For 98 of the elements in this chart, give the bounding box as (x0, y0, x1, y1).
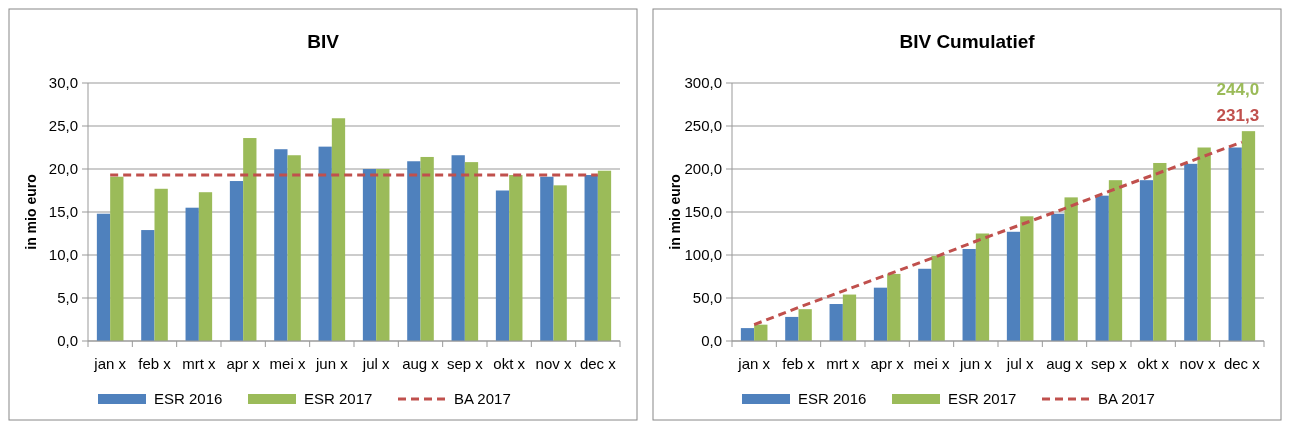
bar (584, 175, 598, 341)
legend-label: ESR 2017 (304, 390, 373, 408)
legend-label: BA 2017 (1098, 390, 1155, 408)
x-tick-label: dec x (1223, 355, 1261, 372)
bar (141, 230, 155, 341)
bar (1153, 162, 1167, 341)
y-tick-label: 20,0 (48, 160, 78, 178)
bar (451, 155, 465, 341)
x-tick-label: sep x (1090, 355, 1128, 372)
bar (975, 233, 990, 341)
x-tick-label: jun x (958, 355, 993, 372)
x-tick-label: apr x (870, 355, 905, 372)
legend-label: BA 2017 (454, 390, 511, 408)
bar (597, 170, 612, 341)
bar (1241, 131, 1256, 341)
x-tick-label: mei x (913, 355, 950, 372)
bar (331, 118, 346, 341)
x-tick-label: okt x (1137, 355, 1170, 372)
y-tick-label: 15,0 (48, 203, 78, 221)
y-tick-label: 300,0 (684, 74, 722, 92)
bar (362, 169, 377, 341)
y-tick-label: 0,0 (701, 332, 722, 350)
bar (376, 169, 390, 341)
bar (154, 188, 168, 341)
bar (229, 181, 244, 341)
legend-label: ESR 2016 (154, 390, 223, 408)
x-tick-label: apr x (226, 355, 261, 372)
data-label: 231,3 (1216, 106, 1260, 126)
line-series (752, 140, 1244, 327)
data-label: 244,0 (1216, 80, 1260, 100)
bar (110, 176, 124, 341)
bar (1006, 231, 1021, 341)
x-tick-label: feb x (138, 355, 172, 372)
bar (318, 146, 332, 341)
y-tick-label: 25,0 (48, 117, 78, 135)
x-tick-label: feb x (782, 355, 816, 372)
bar (1020, 216, 1034, 341)
chart-title: BIV Cumulatief (899, 31, 1036, 52)
bar (495, 190, 510, 341)
bar (1095, 195, 1109, 341)
y-tick-label: 200,0 (684, 160, 722, 178)
bar (420, 156, 434, 341)
bar (243, 138, 257, 341)
chart-title: BIV (307, 31, 340, 52)
bar (185, 207, 199, 341)
bar (1228, 147, 1242, 341)
y-tick-label: 100,0 (684, 246, 722, 264)
x-tick-label: mrt x (182, 355, 216, 372)
x-tick-label: mrt x (826, 355, 860, 372)
bar (274, 149, 288, 341)
bar (1064, 197, 1078, 341)
bar (509, 175, 523, 341)
x-tick-label: nov x (1179, 355, 1216, 372)
bar (962, 248, 976, 341)
y-tick-label: 250,0 (684, 117, 722, 135)
bar (1197, 147, 1211, 341)
bar (1108, 180, 1123, 341)
legend-label: ESR 2016 (798, 390, 867, 408)
bar (873, 287, 888, 341)
y-tick-label: 0,0 (57, 332, 78, 350)
bar (1139, 180, 1154, 341)
bar (553, 185, 567, 341)
y-tick-label: 10,0 (48, 246, 78, 264)
bar (785, 316, 799, 341)
bar (464, 162, 479, 341)
bar (931, 255, 945, 341)
y-axis-title: in mio euro (23, 174, 39, 250)
bar (96, 213, 111, 341)
y-tick-label: 50,0 (692, 289, 722, 307)
x-tick-label: aug x (402, 355, 440, 372)
x-tick-label: jan x (737, 355, 771, 372)
x-tick-label: jun x (314, 355, 349, 372)
y-axis-title: in mio euro (667, 174, 683, 250)
y-tick-label: 5,0 (57, 289, 78, 307)
x-tick-label: nov x (535, 355, 572, 372)
bar (842, 294, 857, 341)
bar (829, 304, 843, 341)
bar (887, 273, 901, 341)
bar (798, 309, 812, 341)
y-tick-label: 30,0 (48, 74, 78, 92)
bar (918, 268, 932, 341)
y-tick-label: 150,0 (684, 203, 722, 221)
bar (1051, 213, 1065, 341)
legend-label: ESR 2017 (948, 390, 1017, 408)
bar (407, 161, 421, 341)
bar (540, 176, 554, 341)
x-tick-label: okt x (493, 355, 526, 372)
bar (198, 192, 213, 341)
x-tick-label: dec x (579, 355, 617, 372)
bar (287, 155, 301, 341)
bar (740, 328, 755, 341)
x-tick-label: jul x (361, 355, 390, 372)
x-tick-label: mei x (269, 355, 306, 372)
x-tick-label: aug x (1046, 355, 1084, 372)
x-tick-label: sep x (446, 355, 484, 372)
x-tick-label: jul x (1005, 355, 1034, 372)
x-tick-label: jan x (93, 355, 127, 372)
bar (1184, 163, 1198, 341)
